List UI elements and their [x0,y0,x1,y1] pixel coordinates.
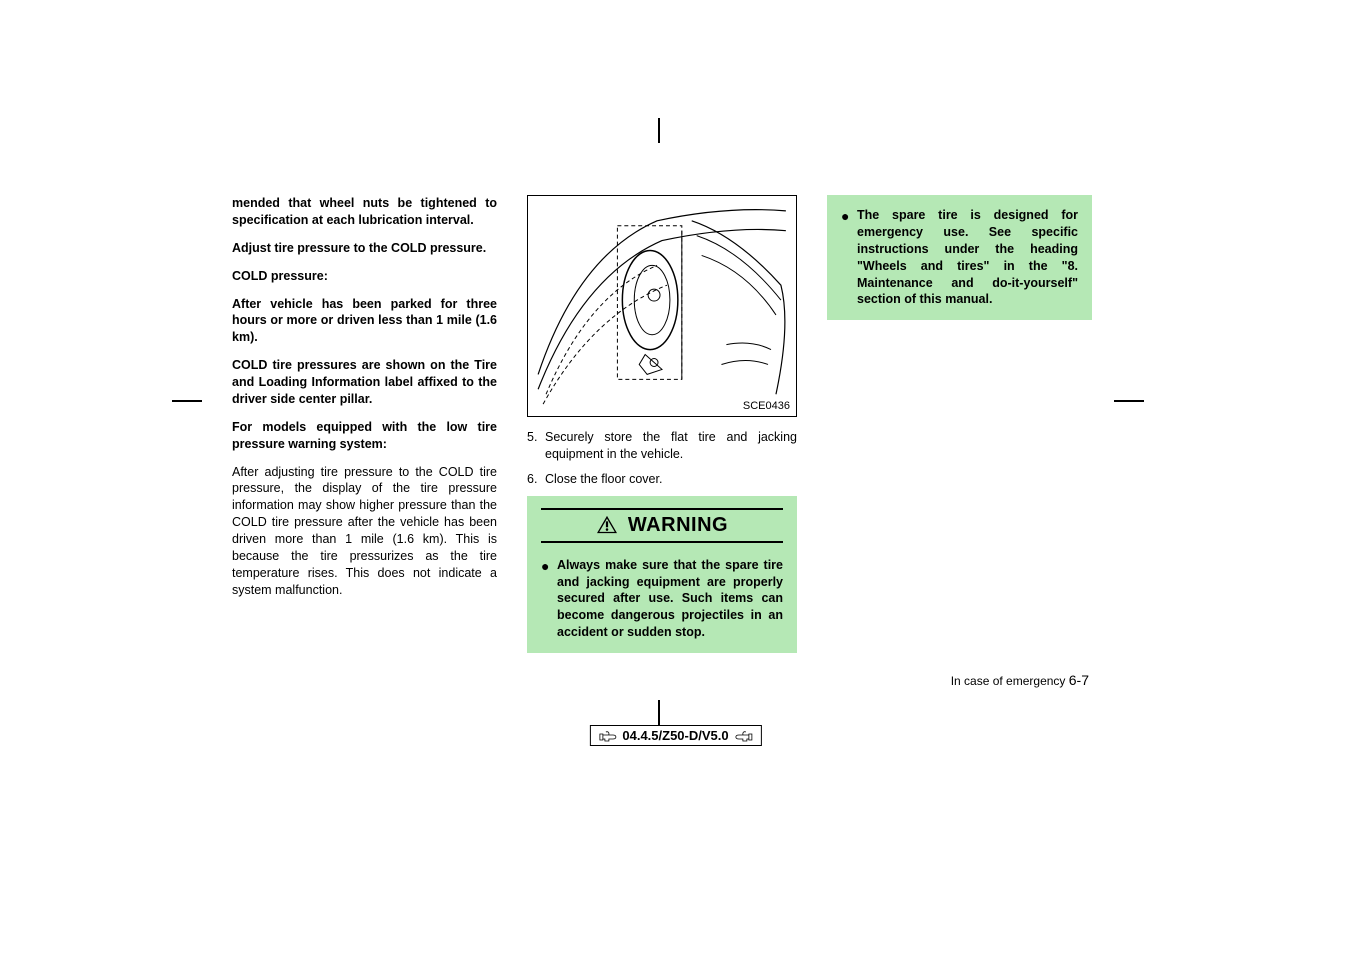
page-content: mended that wheel nuts be tightened to s… [232,195,1092,653]
tire-storage-illustration [528,196,796,416]
warning-title: WARNING [628,514,728,537]
column-1: mended that wheel nuts be tightened to s… [232,195,497,653]
column-3: ● The spare tire is designed for emergen… [827,195,1092,653]
warning-header: WARNING [541,508,783,543]
step-5-text: Securely store the flat tire and jacking… [545,429,797,463]
warning-triangle-icon [596,515,618,535]
footer-page-number: 6-7 [1069,672,1089,688]
figure-tire-storage: SCE0436 [527,195,797,417]
crop-mark-left [172,400,202,402]
para-wheel-nuts: mended that wheel nuts be tightened to s… [232,195,497,229]
warning-bullet-text: Always make sure that the spare tire and… [557,557,783,641]
para-cold-definition: After vehicle has been parked for three … [232,296,497,347]
step-5-number: 5. [527,429,545,463]
hand-point-left-icon [735,729,753,743]
crop-mark-top [658,118,660,143]
column-2: SCE0436 5. Securely store the flat tire … [527,195,797,653]
warning-box: WARNING ● Always make sure that the spar… [527,496,797,653]
step-5: 5. Securely store the flat tire and jack… [527,429,797,463]
step-6-text: Close the floor cover. [545,471,797,488]
figure-label: SCE0436 [743,400,790,412]
para-tire-label-location: COLD tire pressures are shown on the Tir… [232,357,497,408]
para-low-pressure-heading: For models equipped with the low tire pr… [232,419,497,453]
page-footer: In case of emergency 6-7 [951,672,1089,688]
para-adjust-pressure: Adjust tire pressure to the COLD pressur… [232,240,497,257]
crop-mark-bottom [658,700,660,725]
document-id-box: 04.4.5/Z50-D/V5.0 [589,725,761,746]
hand-point-right-icon [598,729,616,743]
para-cold-pressure-label: COLD pressure: [232,268,497,285]
step-6: 6. Close the floor cover. [527,471,797,488]
para-pressure-explanation: After adjusting tire pressure to the COL… [232,464,497,599]
document-id-text: 04.4.5/Z50-D/V5.0 [622,728,728,743]
warning-bullet-item: ● Always make sure that the spare tire a… [541,557,783,641]
warning-bullet-text-2: The spare tire is designed for emergency… [857,207,1078,308]
bullet-icon: ● [841,207,857,308]
step-6-number: 6. [527,471,545,488]
footer-section-name: In case of emergency [951,674,1066,688]
warning-bullet-item-2: ● The spare tire is designed for emergen… [841,207,1078,308]
bullet-icon: ● [541,557,557,641]
crop-mark-right [1114,400,1144,402]
warning-box-continued: ● The spare tire is designed for emergen… [827,195,1092,320]
